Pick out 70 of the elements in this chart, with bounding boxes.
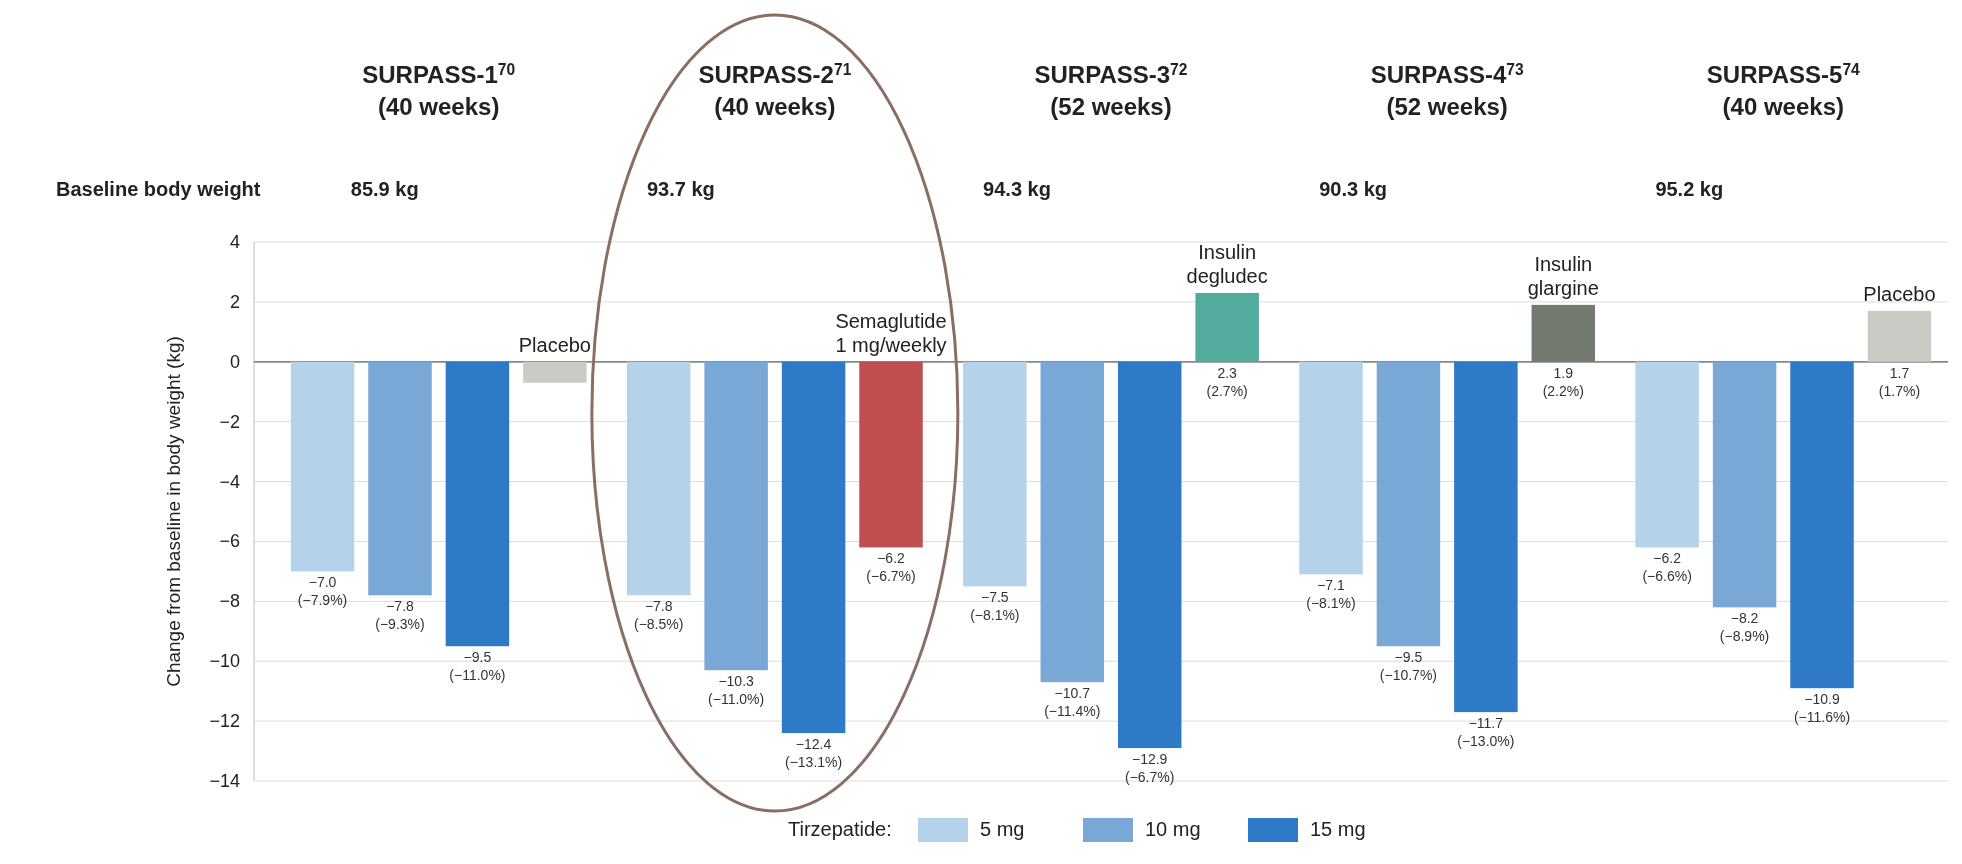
bar — [523, 361, 587, 383]
bar — [1117, 361, 1182, 749]
data-label: −7.8 (−8.5%) — [633, 598, 684, 633]
legend-label: 10 mg — [1145, 818, 1201, 840]
bar — [1531, 304, 1596, 362]
data-label: −7.0 (−7.9%) — [297, 574, 348, 609]
bar — [1790, 361, 1854, 689]
data-label: −9.5 (−11.0%) — [449, 649, 506, 684]
data-label: −10.3 (−11.0%) — [708, 673, 765, 708]
bar — [1454, 361, 1518, 713]
bar — [781, 361, 846, 734]
y-tick-label: −4 — [219, 471, 240, 492]
data-label: 1.9 (2.2%) — [1542, 364, 1584, 399]
x-tick-label: SURPASS-4$^{73}$ (52 weeks) — [1370, 60, 1524, 120]
y-tick-label: −2 — [219, 411, 240, 432]
data-label: 2.3 (2.7%) — [1206, 364, 1248, 399]
annotation: Semaglutide 1 mg/weekly — [835, 309, 947, 356]
x-tick-label: SURPASS-2$^{71}$ (40 weeks) — [698, 60, 852, 120]
x-tick-label: SURPASS-5$^{74}$ (40 weeks) — [1706, 60, 1861, 120]
y-tick-label: 4 — [229, 232, 240, 252]
annotation: Insulin glargine — [1527, 252, 1599, 299]
bar — [1635, 361, 1699, 548]
bar — [1376, 361, 1441, 647]
data-label: 1.7 (1.7%) — [1878, 364, 1921, 399]
legend-label: 15 mg — [1310, 818, 1366, 840]
bar — [1712, 361, 1777, 608]
annotation: Insulin degludec — [1186, 240, 1268, 287]
data-label: −7.5 (−8.1%) — [970, 589, 1020, 624]
x-tick-label: SURPASS-3$^{72}$ (52 weeks) — [1034, 60, 1188, 120]
bar — [368, 361, 432, 596]
data-label: −9.5 (−10.7%) — [1379, 649, 1438, 684]
data-label: −7.1 (−8.1%) — [1306, 577, 1356, 612]
bar — [1195, 292, 1259, 362]
bar — [626, 361, 691, 596]
data-label: −12.9 (−6.7%) — [1125, 751, 1175, 786]
y-tick-label: −6 — [219, 531, 240, 552]
y-tick-label: −10 — [209, 651, 240, 672]
text: 94.3 kg — [983, 178, 1051, 200]
y-tick-label: −8 — [219, 591, 240, 612]
data-label: −6.2 (−6.6%) — [1642, 550, 1692, 585]
data-label: −11.7 (−13.0%) — [1457, 715, 1515, 750]
bar — [1299, 361, 1363, 575]
y-axis-title: Change from baseline in body weight (kg) — [163, 336, 184, 687]
y-tick-label: −12 — [209, 711, 240, 732]
data-label: −8.2 (−8.9%) — [1719, 610, 1770, 645]
data-label: −10.7 (−11.4%) — [1044, 685, 1101, 720]
text: 95.2 kg — [1655, 178, 1724, 200]
legend-label: 5 mg — [980, 818, 1025, 840]
data-label: −12.4 (−13.1%) — [784, 736, 843, 771]
y-tick-label: −14 — [209, 771, 240, 791]
data-label: −7.8 (−9.3%) — [375, 598, 425, 633]
x-tick-label: SURPASS-1$^{70}$ (40 weeks) — [362, 60, 516, 120]
data-label: −6.2 (−6.7%) — [866, 550, 916, 585]
bar — [1040, 361, 1105, 683]
bar — [290, 361, 355, 572]
legend-title: Tirzepatide: — [788, 818, 892, 840]
bar — [963, 361, 1027, 587]
bar — [704, 361, 768, 671]
bar — [1867, 310, 1932, 362]
text: 85.9 kg — [350, 178, 419, 200]
y-tick-label: 2 — [229, 291, 240, 312]
annotation: Placebo — [1863, 282, 1936, 305]
y-tick-label: 0 — [229, 351, 240, 372]
bar — [445, 361, 510, 647]
annotation: Placebo — [518, 333, 592, 356]
text: Baseline body weight — [56, 178, 261, 200]
data-label: −10.9 (−11.6%) — [1793, 691, 1851, 726]
text: 93.7 kg — [646, 178, 715, 200]
text: 90.3 kg — [1319, 178, 1388, 200]
bar — [859, 361, 923, 548]
